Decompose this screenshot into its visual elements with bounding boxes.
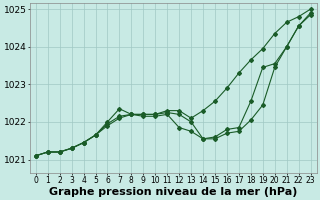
X-axis label: Graphe pression niveau de la mer (hPa): Graphe pression niveau de la mer (hPa) [49, 187, 297, 197]
